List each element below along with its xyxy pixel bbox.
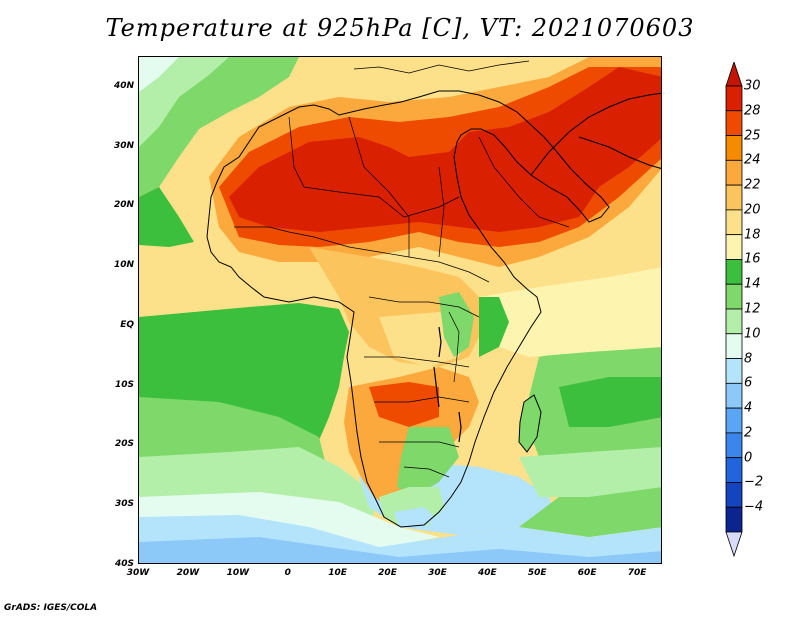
- y-tick-label: 20N: [113, 200, 134, 211]
- colorbar-under-arrow: [725, 531, 743, 558]
- south-africa-cold: [394, 507, 437, 527]
- persian-gulf-coast: [578, 136, 661, 169]
- colorbar-level-label: 8: [744, 351, 753, 367]
- colorbar-segment: [725, 333, 743, 359]
- colorbar-level-label: −2: [744, 474, 764, 490]
- indian-ocean-pale-green: [519, 447, 661, 497]
- southern-ocean-blue: [139, 537, 661, 563]
- botswana-border: [403, 466, 450, 478]
- sahara-borders: [288, 116, 460, 218]
- colorbar-level-label: 16: [744, 251, 761, 267]
- y-tick-label: 30N: [113, 140, 134, 151]
- y-tick-label: 40N: [113, 80, 134, 91]
- colorbar-level-label: 25: [744, 128, 761, 144]
- colorbar-segment: [725, 482, 743, 508]
- y-tick-label: EQ: [120, 319, 134, 330]
- red-sea-coast: [478, 136, 570, 228]
- colorbar-segment: [725, 209, 743, 236]
- indian-ocean-green: [559, 377, 661, 427]
- colorbar-segment: [725, 506, 743, 533]
- southern-africa-border: [379, 441, 460, 448]
- colorbar: [725, 62, 743, 558]
- y-tick-label: 20S: [114, 439, 134, 450]
- ethiopian-highlands-cool: [439, 292, 474, 357]
- colorbar-segment: [725, 358, 743, 384]
- x-tick-label: 0: [284, 568, 291, 578]
- colorbar-level-label: 28: [744, 103, 761, 119]
- mediterranean-north-coast: [353, 60, 530, 74]
- temperature-map: [138, 56, 662, 564]
- congo-border: [364, 356, 470, 368]
- colorbar-level-label: −4: [744, 499, 764, 515]
- colorbar-segment: [725, 234, 743, 260]
- central-africa-border: [368, 296, 480, 318]
- y-tick-label: 10S: [114, 379, 134, 390]
- atlantic-canary-green: [139, 187, 194, 247]
- temperature-field: [139, 57, 661, 563]
- colorbar-level-label: 4: [744, 400, 753, 416]
- x-tick-label: 60E: [577, 568, 597, 578]
- colorbar-segment: [725, 159, 743, 186]
- colorbar-segment: [725, 457, 743, 483]
- y-tick-label: 30S: [114, 499, 134, 510]
- colorbar-segment: [725, 283, 743, 310]
- x-tick-label: 20W: [176, 568, 200, 578]
- madagascar-coastline: [518, 394, 542, 453]
- sudan-border: [438, 166, 445, 258]
- x-tick-label: 10E: [328, 568, 347, 578]
- colorbar-segment: [725, 184, 743, 211]
- x-tick-label: 70E: [627, 568, 647, 578]
- x-tick-label: 30E: [428, 568, 447, 578]
- colorbar-segment: [725, 85, 743, 112]
- x-tick-label: 20E: [378, 568, 397, 578]
- colorbar-over-arrow: [725, 62, 743, 87]
- colorbar-segment: [725, 432, 743, 459]
- x-tick-label: 10W: [226, 568, 250, 578]
- colorbar-level-label: 2: [744, 425, 753, 441]
- lake-victoria: [438, 326, 442, 358]
- colorbar-level-label: 14: [744, 276, 761, 292]
- colorbar-level-label: 6: [744, 375, 753, 391]
- colorbar-level-label: 0: [744, 450, 753, 466]
- x-tick-label: 40E: [477, 568, 497, 578]
- africa-coastline: [206, 90, 610, 528]
- sahel-border: [234, 226, 490, 283]
- atlantic-north-cooler: [139, 57, 229, 147]
- x-tick-label: 50E: [527, 568, 547, 578]
- lake-tanganyika: [433, 366, 440, 408]
- southern-africa-plateau: [397, 427, 459, 497]
- y-tick-label: 40S: [114, 559, 134, 569]
- colorbar-segment: [725, 407, 743, 434]
- software-credit: GrADS: IGES/COLA: [4, 603, 98, 613]
- arabia-coastline: [530, 92, 661, 176]
- madagascar: [519, 395, 541, 452]
- colorbar-segment: [725, 308, 743, 335]
- angola-zambia-hot: [369, 382, 439, 427]
- colorbar-level-label: 10: [744, 326, 761, 342]
- atlantic-north-coolest: [139, 57, 179, 92]
- colorbar-level-label: 18: [744, 227, 761, 243]
- sahara-arabia-core: [229, 67, 661, 232]
- colorbar-level-label: 30: [744, 78, 761, 94]
- lake-malawi: [458, 411, 462, 443]
- colorbar-level-label: 20: [744, 202, 761, 218]
- x-tick-label: 30W: [126, 568, 150, 578]
- east-africa-coast-green: [479, 297, 509, 357]
- colorbar-segment: [725, 135, 743, 161]
- colorbar-level-label: 22: [744, 177, 761, 193]
- colorbar-level-label: 24: [744, 152, 761, 168]
- central-sahara-border: [348, 116, 410, 257]
- colorbar-segment: [725, 259, 743, 285]
- colorbar-segment: [725, 110, 743, 136]
- y-tick-label: 10N: [113, 260, 134, 271]
- angola-zambia-border: [374, 396, 470, 403]
- indian-ocean-pale-yellow: [479, 267, 661, 357]
- colorbar-level-label: 12: [744, 301, 761, 317]
- east-africa-border: [448, 311, 460, 383]
- colorbar-segment: [725, 382, 743, 409]
- map-title: Temperature at 925hPa [C], VT: 202107060…: [105, 14, 695, 42]
